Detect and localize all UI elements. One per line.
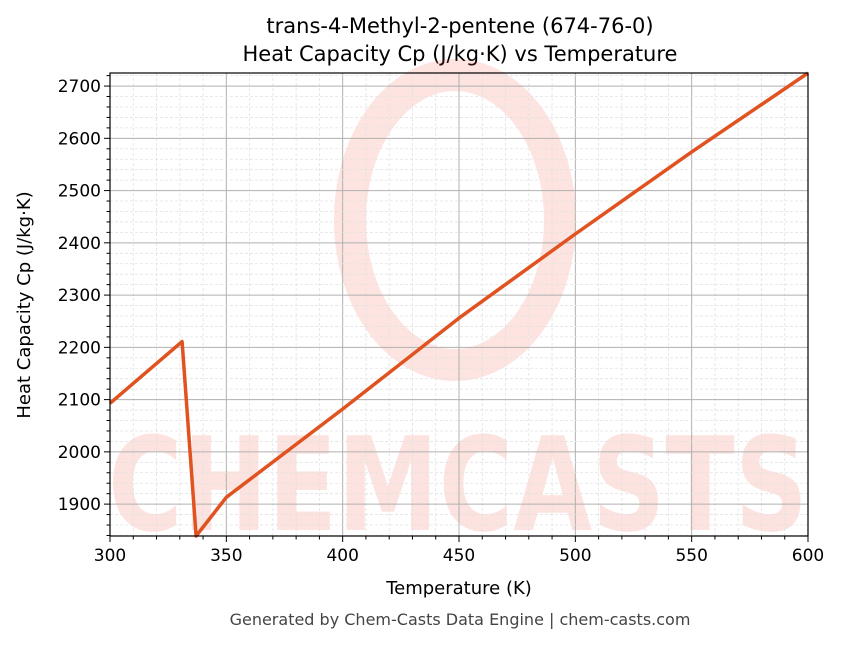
y-tick-label: 1900 xyxy=(58,495,101,515)
y-tick-label: 2000 xyxy=(58,443,101,463)
x-tick-label: 500 xyxy=(559,546,591,566)
y-tick-label: 2700 xyxy=(58,77,101,97)
x-axis-label: Temperature (K) xyxy=(385,578,532,599)
chart-subtitle: Heat Capacity Cp (J/kg·K) vs Temperature xyxy=(243,42,678,66)
x-tick-label: 300 xyxy=(94,546,126,566)
x-tick-label: 450 xyxy=(443,546,475,566)
y-tick-label: 2500 xyxy=(58,182,101,202)
chart-title: trans-4-Methyl-2-pentene (674-76-0) xyxy=(266,14,653,38)
plot-frame xyxy=(109,72,809,537)
y-tick-label: 2200 xyxy=(58,338,101,358)
y-tick-label: 2600 xyxy=(58,129,101,149)
x-tick-label: 400 xyxy=(326,546,358,566)
y-tick-label: 2400 xyxy=(58,234,101,254)
y-tick-label: 2300 xyxy=(58,286,101,306)
x-tick-label: 600 xyxy=(792,546,824,566)
y-tick-label: 2100 xyxy=(58,391,101,411)
x-tick-label: 350 xyxy=(210,546,242,566)
x-tick-label: 550 xyxy=(675,546,707,566)
series-line-cp xyxy=(108,71,809,538)
watermark-text: CHEMCASTS xyxy=(108,409,808,561)
y-axis-label: Heat Capacity Cp (J/kg·K) xyxy=(14,191,35,418)
footer-text: Generated by Chem-Casts Data Engine | ch… xyxy=(230,610,691,629)
